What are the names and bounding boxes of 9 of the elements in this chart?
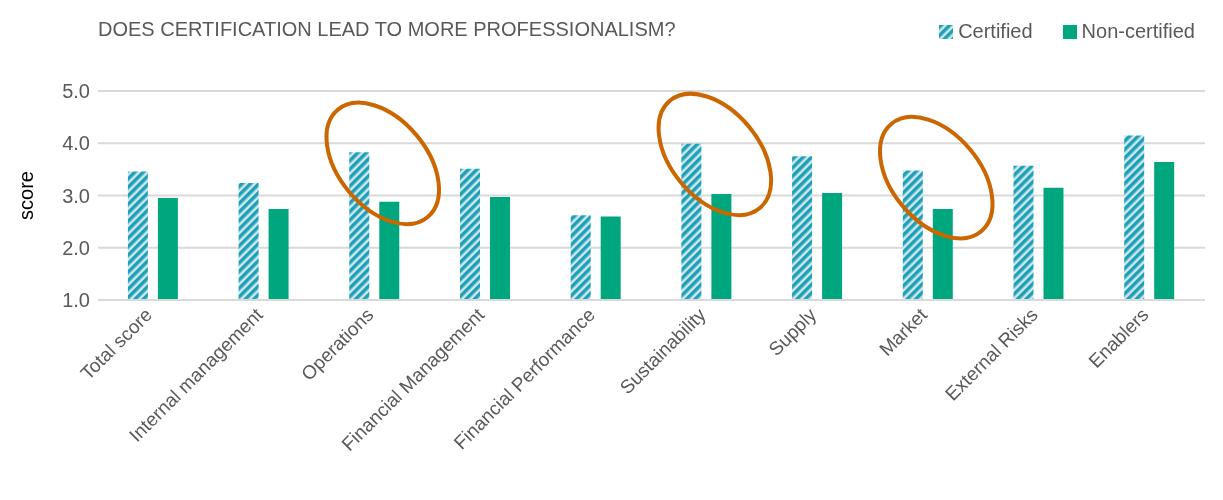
legend-label: Non-certified xyxy=(1080,20,1195,43)
y-tick-label: 2.0 xyxy=(62,236,90,259)
y-tick-label: 5.0 xyxy=(62,80,90,103)
legend-label: Certified xyxy=(957,20,1033,43)
chart-title: DOES CERTIFICATION LEAD TO MORE PROFESSIONALISM? xyxy=(98,18,676,41)
y-tick-label: 4.0 xyxy=(62,132,90,155)
y-axis-title: score xyxy=(15,171,38,220)
y-tick-label: 3.0 xyxy=(62,184,90,207)
y-tick-label: 1.0 xyxy=(62,289,90,312)
